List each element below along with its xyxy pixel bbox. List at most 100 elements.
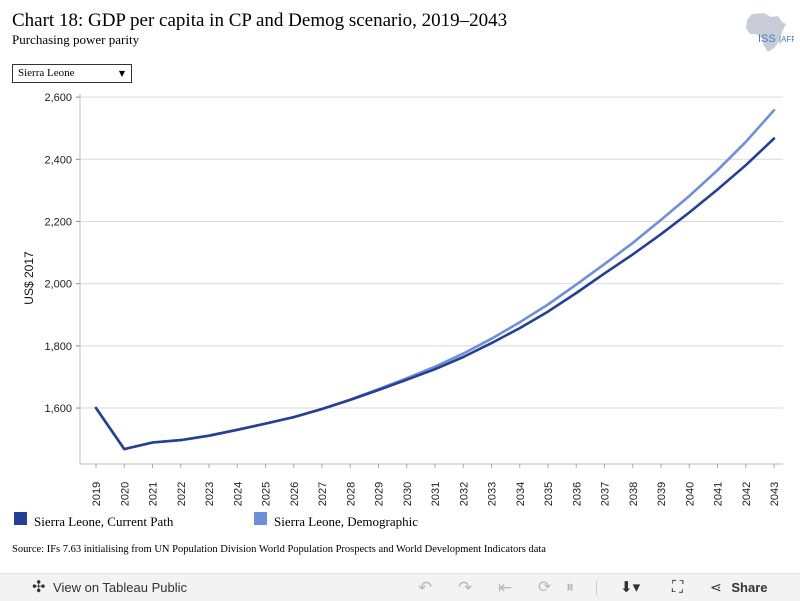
svg-text:|AFRICA: |AFRICA bbox=[779, 35, 794, 44]
x-tick-label: 2025 bbox=[261, 482, 273, 506]
data-point-demographic bbox=[631, 242, 634, 244]
share-icon: ⋖ bbox=[710, 579, 722, 595]
legend-item-current-path[interactable]: Sierra Leone, Current Path bbox=[14, 510, 214, 529]
country-dropdown-value: Sierra Leone bbox=[18, 67, 75, 79]
chart-title: Chart 18: GDP per capita in CP and Demog… bbox=[12, 10, 508, 31]
x-tick-label: 2021 bbox=[148, 482, 160, 506]
data-point-current-path bbox=[462, 356, 465, 358]
x-tick-label: 2022 bbox=[176, 482, 188, 506]
y-tick-label: 1,800 bbox=[44, 341, 72, 353]
data-point-current-path bbox=[773, 137, 775, 140]
data-point-demographic bbox=[490, 337, 493, 340]
x-tick-label: 2033 bbox=[487, 482, 499, 506]
x-tick-label: 2037 bbox=[600, 482, 612, 506]
view-on-tableau-button[interactable]: ✣ View on Tableau Public bbox=[32, 574, 187, 601]
x-tick-label: 2035 bbox=[543, 482, 555, 506]
x-tick-label: 2039 bbox=[656, 482, 668, 506]
fullscreen-icon[interactable]: ⛶ bbox=[672, 579, 684, 596]
svg-text:ISS: ISS bbox=[758, 33, 776, 45]
data-point-demographic bbox=[434, 365, 436, 368]
series-line-current-path bbox=[94, 137, 776, 451]
tableau-icon: ✣ bbox=[32, 579, 46, 596]
iss-africa-logo: ISS |AFRICA bbox=[746, 13, 794, 52]
legend-item-demographic[interactable]: Sierra Leone, Demographic bbox=[254, 510, 454, 529]
data-point-current-path bbox=[631, 253, 634, 256]
y-tick-label: 2,000 bbox=[44, 279, 72, 291]
gridlines bbox=[80, 96, 783, 409]
data-point-current-path bbox=[95, 407, 97, 409]
series-lines bbox=[94, 108, 776, 451]
chevron-down-icon: ▼ bbox=[118, 69, 125, 78]
data-point-current-path bbox=[744, 164, 747, 167]
legend-swatch-current-path bbox=[14, 512, 27, 525]
data-point-current-path bbox=[575, 292, 578, 294]
y-tick-label: 2,600 bbox=[44, 92, 72, 104]
y-tick-label: 2,200 bbox=[44, 216, 72, 228]
data-point-current-path bbox=[151, 441, 154, 444]
data-point-current-path bbox=[264, 422, 267, 425]
data-point-demographic bbox=[575, 283, 578, 286]
data-point-current-path bbox=[123, 448, 126, 450]
refresh-icon[interactable]: ⟳ bbox=[538, 579, 552, 596]
data-point-demographic bbox=[773, 109, 775, 111]
x-tick-label: 2032 bbox=[458, 482, 470, 506]
toolbar-divider bbox=[596, 581, 597, 595]
data-point-demographic bbox=[547, 303, 549, 306]
data-point-demographic bbox=[462, 352, 465, 355]
x-tick-label: 2024 bbox=[232, 482, 244, 506]
data-point-current-path bbox=[660, 233, 662, 236]
chart-subtitle: Purchasing power parity bbox=[12, 32, 140, 47]
data-point-current-path bbox=[688, 211, 691, 214]
x-tick-label: 2034 bbox=[515, 482, 527, 506]
axes bbox=[76, 94, 783, 468]
country-dropdown[interactable]: Sierra Leone ▼ bbox=[12, 64, 132, 83]
download-icon[interactable]: ⬇▾ bbox=[620, 579, 641, 596]
x-tick-label: 2020 bbox=[119, 482, 131, 506]
data-point-current-path bbox=[236, 428, 239, 431]
data-point-current-path bbox=[377, 389, 380, 391]
y-tick-label: 2,400 bbox=[44, 154, 72, 166]
x-tick-labels: 2019 2020 2021 2022 2023 2024 2025 2026 2027 2028… bbox=[91, 482, 781, 506]
undo-icon[interactable]: ↶ bbox=[418, 578, 433, 597]
legend-swatch-demographic bbox=[254, 512, 267, 525]
data-point-current-path bbox=[490, 342, 493, 344]
legend-label-current-path: Sierra Leone, Current Path bbox=[34, 514, 174, 529]
data-point-demographic bbox=[716, 169, 719, 171]
data-point-current-path bbox=[603, 272, 606, 275]
data-point-current-path bbox=[349, 399, 352, 401]
data-point-demographic bbox=[518, 321, 521, 324]
y-axis-title: US$ 2017 bbox=[22, 251, 36, 305]
data-point-demographic bbox=[744, 141, 747, 143]
series-line-demographic bbox=[94, 108, 776, 451]
data-point-current-path bbox=[321, 408, 323, 410]
x-tick-label: 2027 bbox=[317, 482, 329, 506]
x-tick-label: 2042 bbox=[741, 482, 753, 506]
tableau-toolbar: ✣ View on Tableau Public ↶ ↷ ⇤ ⟳ ⏸ ⬇▾ ⛶ … bbox=[0, 573, 800, 601]
x-tick-label: 2029 bbox=[374, 482, 386, 506]
x-tick-label: 2031 bbox=[430, 482, 442, 506]
share-label: Share bbox=[731, 580, 768, 595]
data-point-demographic bbox=[688, 195, 691, 197]
view-on-tableau-label: View on Tableau Public bbox=[53, 580, 187, 595]
data-point-demographic bbox=[603, 263, 606, 265]
x-tick-label: 2023 bbox=[204, 482, 216, 506]
legend-label-demographic: Sierra Leone, Demographic bbox=[274, 514, 419, 529]
x-tick-label: 2028 bbox=[345, 482, 357, 506]
data-point-current-path bbox=[547, 310, 549, 313]
y-tick-label: 1,600 bbox=[44, 403, 72, 415]
data-point-current-path bbox=[518, 327, 521, 329]
pause-icon[interactable]: ⏸ bbox=[566, 579, 575, 596]
data-point-demographic bbox=[660, 219, 662, 221]
source-note: Source: IFs 7.63 initialising from UN Po… bbox=[12, 544, 546, 555]
data-point-current-path bbox=[434, 368, 436, 370]
y-tick-labels: 1,600 1,800 2,000 2,200 2,400 2,600 bbox=[44, 92, 72, 415]
x-tick-label: 2036 bbox=[571, 482, 583, 506]
data-point-current-path bbox=[716, 188, 719, 191]
revert-icon[interactable]: ⇤ bbox=[498, 578, 513, 597]
data-point-current-path bbox=[405, 378, 408, 381]
share-button[interactable]: ⋖ Share bbox=[710, 574, 768, 601]
data-point-current-path bbox=[292, 416, 295, 418]
x-tick-label: 2040 bbox=[684, 482, 696, 506]
redo-icon[interactable]: ↷ bbox=[458, 578, 473, 597]
